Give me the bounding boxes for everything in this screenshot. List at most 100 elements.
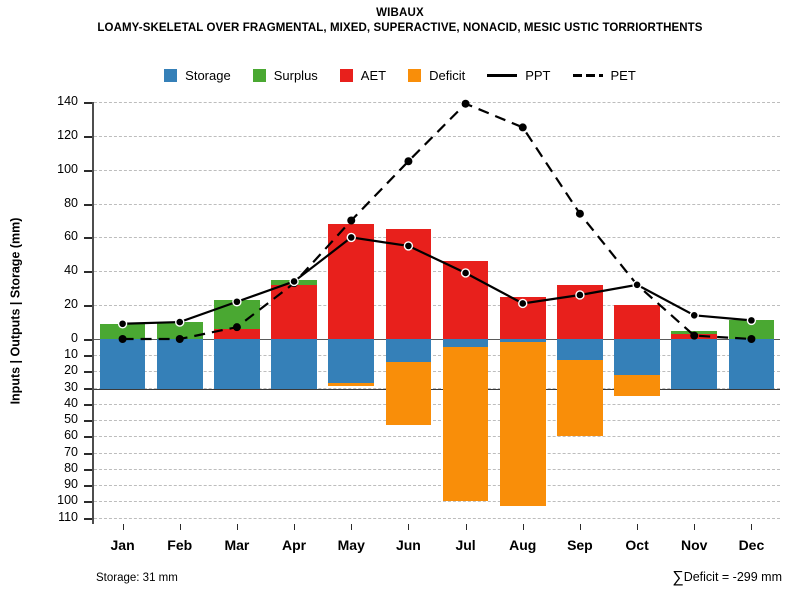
bar-segment-deficit: [442, 347, 489, 502]
bar-group-jul[interactable]: [442, 102, 489, 524]
pet-point-mar: [232, 323, 241, 332]
y-tick-neg-80-label: 80: [64, 460, 78, 475]
grid-line-neg-30: [94, 387, 780, 389]
grid-line-neg-20: [94, 371, 780, 373]
bar-group-may[interactable]: [328, 102, 375, 524]
y-tick-pos-80-label: 80: [64, 195, 78, 210]
chart-legend: Storage Surplus AET Deficit PPT PET: [0, 68, 800, 83]
bar-segment-deficit: [557, 360, 603, 437]
bar-group-jan[interactable]: [99, 102, 146, 524]
ppt-point-jun: [403, 241, 414, 251]
bar-segment-storage: [614, 339, 660, 375]
ppt-point-oct: [632, 280, 642, 290]
y-tick-pos-140-tick: [84, 102, 92, 104]
bar-segment-aet: [614, 305, 660, 339]
y-tick-pos-0-label: 0: [71, 331, 78, 345]
y-tick-pos-60-label: 60: [64, 229, 78, 244]
y-tick-pos-0-tick: [84, 339, 92, 341]
y-tick-neg-50-label: 50: [64, 412, 78, 427]
legend-item-pet[interactable]: PET: [572, 68, 636, 83]
bar-segment-deficit: [614, 374, 660, 396]
bar-segment-deficit: [499, 342, 546, 507]
x-label-dec: Dec: [738, 537, 765, 553]
sigma-icon: ∑: [672, 569, 684, 586]
chart-title: WIBAUX LOAMY-SKELETAL OVER FRAGMENTAL, M…: [0, 6, 800, 36]
y-tick-neg-30-tick: [84, 387, 92, 390]
bar-segment-storage: [328, 339, 375, 383]
x-tick-nov: [694, 524, 696, 530]
ppt-point-apr: [289, 276, 299, 287]
legend-item-aet[interactable]: AET: [339, 68, 387, 83]
bar-segment-surplus: [728, 320, 775, 339]
y-tick-neg-20-tick: [84, 371, 92, 374]
bar-segment-storage: [442, 339, 489, 348]
plot-area: [94, 99, 780, 524]
grid-line-neg-110: [94, 517, 780, 519]
x-label-nov: Nov: [681, 537, 708, 553]
x-tick-feb: [179, 524, 181, 530]
bar-segment-storage: [557, 339, 603, 361]
bar-segment-storage: [99, 339, 146, 390]
bar-segment-storage: [385, 339, 432, 362]
x-label-jul: Jul: [455, 537, 476, 553]
x-tick-dec: [751, 524, 753, 530]
deficit-sum-footnote: ∑Deficit = -299 mm: [672, 569, 782, 587]
y-tick-neg-70-tick: [84, 452, 92, 455]
legend-label-deficit: Deficit: [429, 68, 466, 83]
bar-group-mar[interactable]: [214, 102, 260, 524]
legend-label-aet: AET: [360, 68, 387, 83]
x-tick-sep: [579, 524, 581, 530]
grid-line-pos-100: [94, 169, 780, 171]
x-tick-jul: [465, 524, 467, 530]
y-tick-neg-80-tick: [84, 468, 92, 471]
legend-item-deficit[interactable]: Deficit: [408, 68, 465, 83]
pet-point-feb: [175, 335, 184, 343]
x-label-jun: Jun: [395, 537, 421, 553]
legend-item-storage[interactable]: Storage: [164, 68, 231, 83]
ppt-point-aug: [518, 298, 528, 309]
y-tick-pos-100-label: 100: [57, 161, 78, 176]
x-label-apr: Apr: [282, 537, 307, 553]
grid-line-neg-40: [94, 403, 780, 405]
grid-line-pos-140: [94, 102, 780, 103]
x-tick-jan: [122, 524, 124, 530]
x-label-mar: Mar: [224, 537, 250, 553]
ppt-point-feb: [175, 317, 185, 327]
storage-footnote: Storage: 31 mm: [96, 572, 178, 584]
deficit-sum-text: Deficit = -299 mm: [683, 570, 782, 584]
legend-label-surplus: Surplus: [273, 68, 318, 83]
grid-line-pos-40: [94, 271, 780, 273]
legend-item-ppt[interactable]: PPT: [487, 68, 551, 83]
chart-title-line2: LOAMY-SKELETAL OVER FRAGMENTAL, MIXED, S…: [97, 22, 703, 34]
chart-title-line1: WIBAUX: [376, 7, 424, 19]
bar-segment-surplus: [99, 323, 146, 339]
x-label-aug: Aug: [509, 537, 537, 553]
bar-group-feb[interactable]: [156, 102, 203, 524]
legend-label-ppt: PPT: [525, 68, 551, 83]
y-tick-neg-50-tick: [84, 420, 92, 423]
y-axis-title: Inputs | Outputs | Storage (mm): [4, 100, 26, 522]
y-tick-neg-30-label: 30: [64, 379, 78, 394]
ppt-point-sep: [575, 290, 585, 300]
y-tick-neg-40-tick: [84, 403, 92, 406]
y-tick-pos-140-label: 140: [57, 94, 78, 108]
ppt-point-dec: [746, 315, 757, 326]
grid-line-pos-120: [94, 135, 780, 137]
bar-group-dec[interactable]: [728, 102, 775, 524]
grid-line-neg-80: [94, 468, 780, 470]
bar-group-oct[interactable]: [614, 102, 660, 524]
bar-group-aug[interactable]: [499, 102, 546, 524]
y-tick-neg-100-label: 100: [57, 493, 78, 508]
y-tick-neg-90-tick: [84, 485, 92, 488]
pet-point-dec: [747, 335, 756, 343]
grid-line-neg-70: [94, 452, 780, 454]
bar-segment-storage: [728, 339, 775, 390]
pet-line: [122, 102, 752, 341]
pet-point-jun: [404, 157, 413, 166]
legend-item-surplus[interactable]: Surplus: [252, 68, 318, 83]
grid-line-neg-90: [94, 485, 780, 487]
x-tick-aug: [522, 524, 524, 530]
line-series-layer: [117, 99, 757, 343]
y-tick-pos-120-tick: [84, 135, 92, 138]
x-label-jan: Jan: [110, 537, 135, 553]
